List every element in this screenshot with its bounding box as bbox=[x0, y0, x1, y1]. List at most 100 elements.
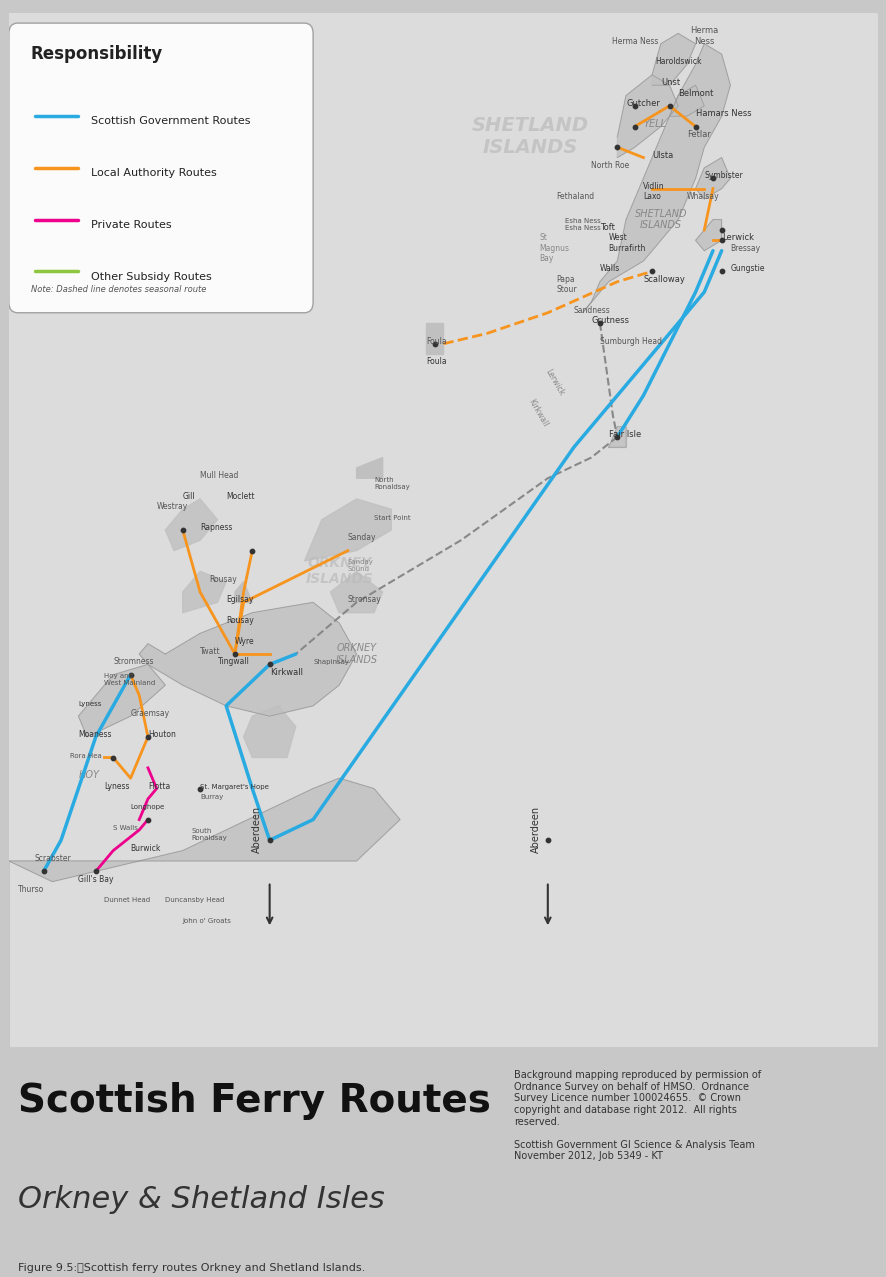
Point bbox=[592, 313, 606, 333]
Text: Lyness: Lyness bbox=[105, 782, 130, 790]
Point bbox=[714, 261, 728, 281]
Text: Egilsay: Egilsay bbox=[226, 595, 253, 604]
Point bbox=[123, 664, 137, 684]
Text: Graemsay: Graemsay bbox=[130, 709, 169, 718]
Text: Lerwick: Lerwick bbox=[543, 368, 565, 397]
Text: North
Ronaldsay: North Ronaldsay bbox=[374, 476, 409, 489]
Text: Burwick: Burwick bbox=[130, 844, 160, 853]
Text: Flotta: Flotta bbox=[148, 782, 170, 790]
Text: Sandness: Sandness bbox=[573, 305, 610, 314]
Text: Symbister: Symbister bbox=[703, 171, 742, 180]
Point bbox=[427, 333, 441, 354]
Text: Rora Hea: Rora Hea bbox=[70, 752, 101, 759]
Point bbox=[627, 116, 641, 137]
Polygon shape bbox=[139, 603, 356, 716]
Point bbox=[106, 747, 120, 767]
Text: South
Ronaldsay: South Ronaldsay bbox=[191, 829, 227, 842]
Polygon shape bbox=[608, 427, 626, 447]
Text: Vidlin
Laxo: Vidlin Laxo bbox=[642, 181, 664, 200]
Polygon shape bbox=[425, 323, 443, 354]
Polygon shape bbox=[651, 33, 695, 86]
Text: Scottish Ferry Routes: Scottish Ferry Routes bbox=[18, 1082, 490, 1120]
Text: Unst: Unst bbox=[660, 78, 680, 87]
Text: Hoy and
West Mainland: Hoy and West Mainland bbox=[105, 673, 156, 686]
Point bbox=[610, 427, 624, 447]
Text: Ulsta: Ulsta bbox=[651, 151, 672, 160]
Text: West
Burrafirth: West Burrafirth bbox=[608, 234, 645, 253]
Text: Stromness: Stromness bbox=[113, 658, 153, 667]
FancyBboxPatch shape bbox=[9, 23, 313, 313]
Text: Responsibility: Responsibility bbox=[30, 45, 163, 64]
Text: ORKNEY
ISLANDS: ORKNEY ISLANDS bbox=[335, 644, 377, 665]
Text: Gill: Gill bbox=[183, 492, 195, 501]
Text: YELL: YELL bbox=[642, 119, 665, 129]
Text: Wyre: Wyre bbox=[235, 637, 254, 646]
Text: Kirkwall: Kirkwall bbox=[525, 397, 548, 429]
Text: Local Authority Routes: Local Authority Routes bbox=[91, 169, 217, 178]
Polygon shape bbox=[165, 499, 217, 550]
Text: Sanday
Sound: Sanday Sound bbox=[347, 559, 373, 572]
Text: Thurso: Thurso bbox=[18, 885, 43, 894]
Text: Scalloway: Scalloway bbox=[642, 275, 685, 283]
Text: Fetlar: Fetlar bbox=[686, 130, 710, 139]
Text: Aberdeen: Aberdeen bbox=[530, 806, 540, 853]
Point bbox=[193, 778, 207, 799]
Text: North Roe: North Roe bbox=[591, 161, 629, 170]
Text: John o' Groats: John o' Groats bbox=[183, 918, 231, 925]
Text: Kirkwall: Kirkwall bbox=[269, 668, 302, 677]
Text: Whalsay: Whalsay bbox=[686, 192, 719, 200]
Text: Scottish Government Routes: Scottish Government Routes bbox=[91, 116, 251, 126]
Text: Duncansby Head: Duncansby Head bbox=[165, 898, 224, 903]
Text: Sumburgh Head: Sumburgh Head bbox=[599, 337, 661, 346]
Text: Gungstie: Gungstie bbox=[729, 264, 764, 273]
Polygon shape bbox=[183, 571, 226, 613]
Text: Gutcher: Gutcher bbox=[626, 98, 659, 107]
Text: Bressay: Bressay bbox=[729, 244, 759, 253]
Point bbox=[262, 830, 276, 850]
Text: Belmont: Belmont bbox=[678, 88, 712, 97]
Point bbox=[245, 540, 259, 561]
Text: Westray: Westray bbox=[157, 502, 188, 511]
Text: Fair Isle: Fair Isle bbox=[608, 430, 641, 439]
Point bbox=[714, 230, 728, 250]
Point bbox=[688, 116, 702, 137]
Text: Background mapping reproduced by permission of
Ordnance Survey on behalf of HMSO: Background mapping reproduced by permiss… bbox=[514, 1070, 761, 1161]
Text: Fethaland: Fethaland bbox=[556, 192, 594, 200]
Polygon shape bbox=[356, 457, 382, 478]
Polygon shape bbox=[695, 157, 729, 199]
Point bbox=[705, 169, 719, 189]
FancyBboxPatch shape bbox=[4, 10, 880, 1052]
Text: Herma
Ness: Herma Ness bbox=[689, 27, 718, 46]
Text: St
Magnus
Bay: St Magnus Bay bbox=[539, 234, 569, 263]
Text: Moaness: Moaness bbox=[78, 730, 112, 739]
Text: SHETLAND
ISLANDS: SHETLAND ISLANDS bbox=[633, 209, 687, 230]
Point bbox=[228, 644, 242, 664]
Text: Esha Ness
Esha Ness: Esha Ness Esha Ness bbox=[564, 218, 601, 231]
Text: Stronsay: Stronsay bbox=[347, 595, 381, 604]
Polygon shape bbox=[582, 43, 729, 313]
Polygon shape bbox=[695, 220, 721, 250]
Text: Sanday: Sanday bbox=[347, 534, 376, 543]
Polygon shape bbox=[617, 75, 678, 157]
Text: Private Routes: Private Routes bbox=[91, 220, 172, 230]
Text: St. Margaret's Hope: St. Margaret's Hope bbox=[200, 784, 268, 789]
Point bbox=[89, 861, 103, 881]
Polygon shape bbox=[330, 571, 382, 613]
Text: Lerwick: Lerwick bbox=[721, 234, 753, 243]
Text: Rousay: Rousay bbox=[208, 575, 237, 584]
Text: SHETLAND
ISLANDS: SHETLAND ISLANDS bbox=[471, 116, 588, 157]
Text: Twatt: Twatt bbox=[200, 647, 221, 656]
Text: Moclett: Moclett bbox=[226, 492, 254, 501]
Polygon shape bbox=[304, 499, 391, 561]
Point bbox=[714, 220, 728, 240]
Point bbox=[36, 861, 51, 881]
Text: Start Point: Start Point bbox=[374, 515, 410, 521]
Text: Rousay: Rousay bbox=[226, 616, 253, 624]
Polygon shape bbox=[669, 86, 703, 116]
Text: Figure 9.5:	Scottish ferry routes Orkney and Shetland Islands.: Figure 9.5: Scottish ferry routes Orkney… bbox=[18, 1263, 364, 1273]
Text: Foula: Foula bbox=[425, 337, 447, 346]
Text: Herma Ness: Herma Ness bbox=[610, 37, 657, 46]
Text: Grutness: Grutness bbox=[591, 317, 628, 326]
Text: Hamars Ness: Hamars Ness bbox=[695, 110, 750, 119]
Point bbox=[141, 727, 155, 747]
